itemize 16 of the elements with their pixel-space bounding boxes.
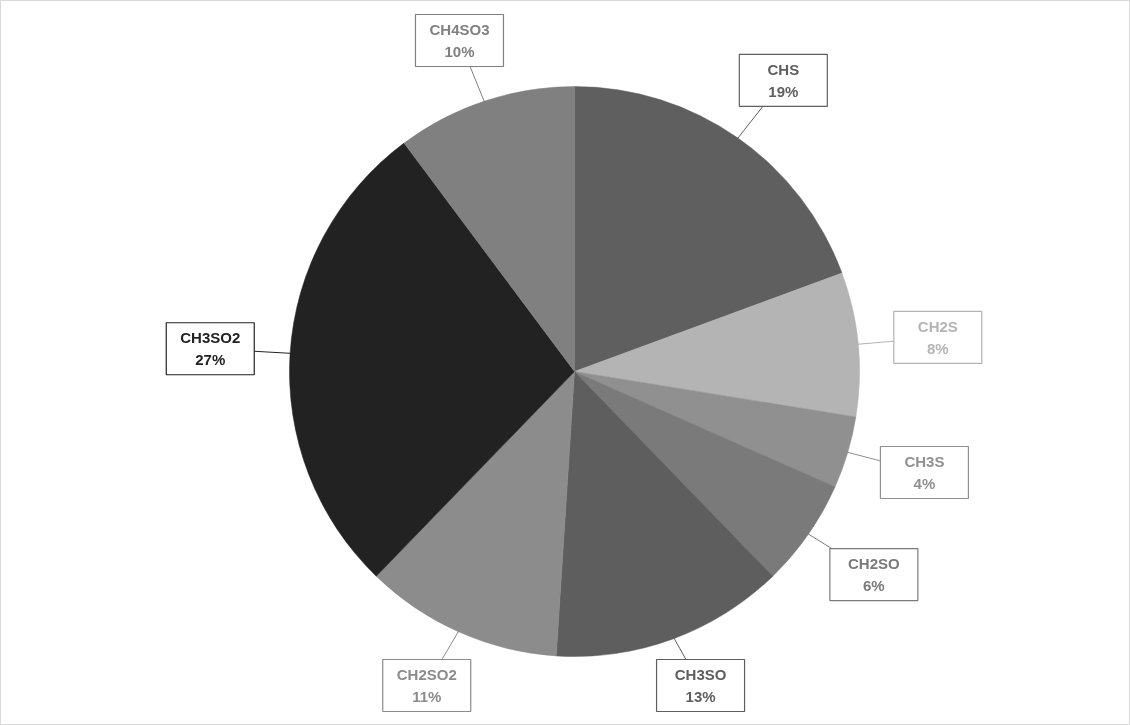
data-label: 11%: [412, 688, 442, 706]
slice-label: CH2SO2: [396, 665, 457, 683]
slice-label: CH3SO: [674, 665, 727, 683]
slice-label: CH3SO2: [180, 329, 241, 347]
data-label: 6%: [863, 577, 885, 595]
data-label: 8%: [926, 339, 949, 357]
slice-label: CH2S: [917, 317, 958, 335]
data-label: 10%: [444, 43, 475, 61]
slice-label: CH4SO3: [429, 20, 490, 38]
data-label: 27%: [195, 351, 226, 369]
data-label: 4%: [913, 475, 936, 493]
data-label: 13%: [685, 688, 716, 706]
slice-label: CH2SO: [848, 555, 901, 573]
slice-label: CH3S: [904, 452, 945, 470]
data-label: 19%: [768, 82, 799, 100]
slice-label: CHS: [767, 60, 800, 78]
